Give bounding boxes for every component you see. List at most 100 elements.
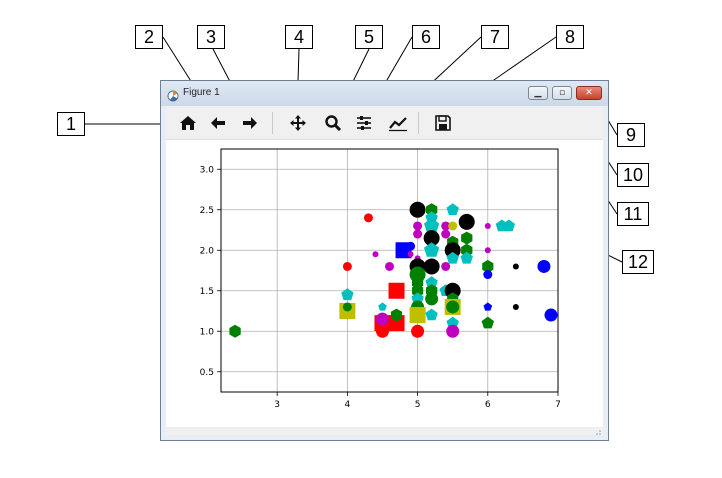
data-point: [412, 284, 424, 298]
data-point: [424, 218, 440, 233]
data-point: [448, 221, 458, 231]
data-point: [484, 247, 491, 254]
data-point: [444, 242, 461, 259]
data-point: [502, 219, 515, 232]
data-point: [484, 222, 491, 229]
toolbar-separator: [418, 112, 419, 134]
data-point: [411, 324, 425, 338]
navigation-toolbar: [166, 106, 603, 140]
data-point: [363, 213, 373, 223]
save-button[interactable]: [431, 112, 455, 134]
title-bar[interactable]: Figure 1 ▁ ▫ ✕: [161, 81, 608, 106]
minimize-button[interactable]: ▁: [528, 86, 548, 100]
data-point: [446, 324, 460, 338]
data-point: [388, 282, 405, 299]
data-point: [407, 251, 414, 258]
callout-10: 10: [617, 163, 649, 187]
home-button[interactable]: [176, 112, 200, 134]
y-tick-label: 1.5: [200, 287, 214, 297]
data-point: [425, 292, 439, 306]
data-point: [372, 251, 379, 258]
callout-5: 5: [355, 25, 383, 49]
data-point: [406, 241, 416, 251]
status-bar: [166, 427, 603, 435]
figure-content: 3 4 5 6 7 0.5 1.0 1.5 2.0 2.5 3.0: [166, 106, 603, 435]
data-point: [512, 303, 519, 310]
close-button[interactable]: ✕: [576, 86, 602, 100]
data-point: [441, 221, 451, 231]
data-point: [342, 261, 352, 271]
data-point: [446, 316, 459, 329]
x-tick-label: 5: [415, 400, 421, 410]
x-tick-label: 6: [485, 400, 491, 410]
sliders-icon: [357, 116, 371, 130]
data-point: [460, 251, 473, 264]
home-icon: [180, 116, 196, 130]
y-tick-label: 3.0: [200, 165, 215, 175]
data-point: [446, 203, 459, 215]
data-point: [409, 307, 426, 324]
data-point: [390, 308, 403, 322]
data-point: [441, 261, 451, 271]
data-point: [425, 308, 438, 321]
callout-3: 3: [197, 25, 225, 49]
subplots-button[interactable]: [352, 112, 376, 134]
data-point: [446, 300, 460, 314]
data-point: [425, 276, 438, 288]
data-point: [342, 302, 352, 312]
edit-curves-button[interactable]: [386, 112, 410, 134]
data-point: [424, 242, 440, 257]
y-tick-label: 2.0: [200, 246, 215, 256]
arrow-left-icon: [211, 117, 225, 129]
y-tick-label: 2.5: [200, 206, 214, 216]
data-point: [461, 243, 473, 257]
data-point: [413, 229, 423, 239]
data-point: [544, 308, 558, 322]
x-tick-label: 4: [345, 400, 351, 410]
data-point: [482, 259, 494, 273]
window-title: Figure 1: [183, 87, 220, 98]
data-point: [512, 263, 519, 270]
data-point: [411, 292, 424, 305]
callout-1: 1: [57, 112, 85, 136]
y-tick-label: 0.5: [200, 368, 214, 378]
data-point: [341, 288, 354, 301]
maximize-icon: ▫: [558, 88, 566, 98]
figure-canvas[interactable]: 3 4 5 6 7 0.5 1.0 1.5 2.0 2.5 3.0: [166, 140, 603, 427]
data-point: [413, 221, 423, 231]
data-point: [426, 203, 438, 217]
callout-2: 2: [135, 25, 163, 49]
forward-button[interactable]: [238, 112, 262, 134]
resize-grip-icon[interactable]: [595, 429, 601, 435]
zoom-button[interactable]: [321, 112, 345, 134]
line-chart-icon: [389, 117, 407, 132]
pan-button[interactable]: [286, 112, 310, 134]
x-tick-label: 3: [274, 400, 280, 410]
arrow-right-icon: [243, 117, 257, 129]
data-point: [385, 261, 394, 271]
toolbar-separator: [272, 112, 273, 134]
scatter-plot[interactable]: 3 4 5 6 7 0.5 1.0 1.5 2.0 2.5 3.0: [166, 140, 603, 427]
data-point: [481, 316, 494, 329]
data-point: [229, 324, 241, 338]
data-point: [423, 230, 440, 247]
data-point: [537, 259, 551, 273]
data-point: [483, 302, 493, 311]
figure-window: Figure 1 ▁ ▫ ✕: [160, 80, 609, 441]
back-button[interactable]: [206, 112, 230, 134]
matplotlib-icon: [167, 87, 179, 102]
data-point: [461, 231, 473, 245]
callout-8: 8: [556, 25, 584, 49]
x-tick-label: 7: [555, 400, 561, 410]
minimize-icon: ▁: [534, 88, 542, 98]
data-point: [458, 213, 475, 230]
y-tick-label: 1.0: [200, 327, 215, 337]
data-point: [375, 312, 389, 326]
data-point: [378, 302, 387, 311]
callout-12: 12: [622, 250, 654, 274]
data-point: [483, 270, 493, 280]
callout-11: 11: [617, 202, 649, 226]
maximize-button[interactable]: ▫: [552, 86, 572, 100]
zoom-icon: [325, 115, 342, 132]
close-icon: ✕: [585, 88, 593, 98]
